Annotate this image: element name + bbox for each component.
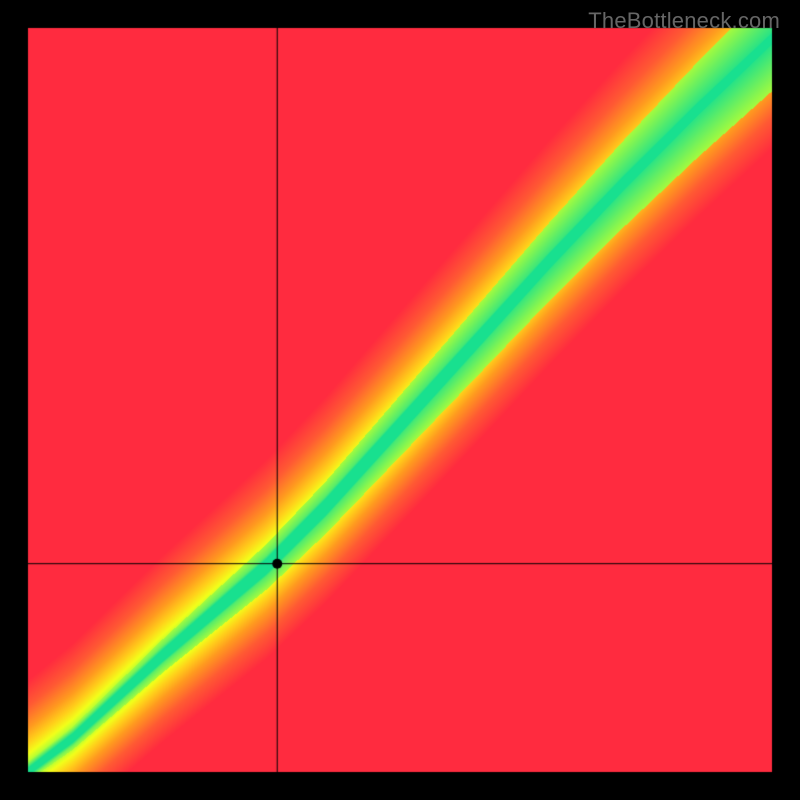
- chart-container: TheBottleneck.com: [0, 0, 800, 800]
- watermark-text: TheBottleneck.com: [588, 8, 780, 34]
- heatmap-canvas: [0, 0, 800, 800]
